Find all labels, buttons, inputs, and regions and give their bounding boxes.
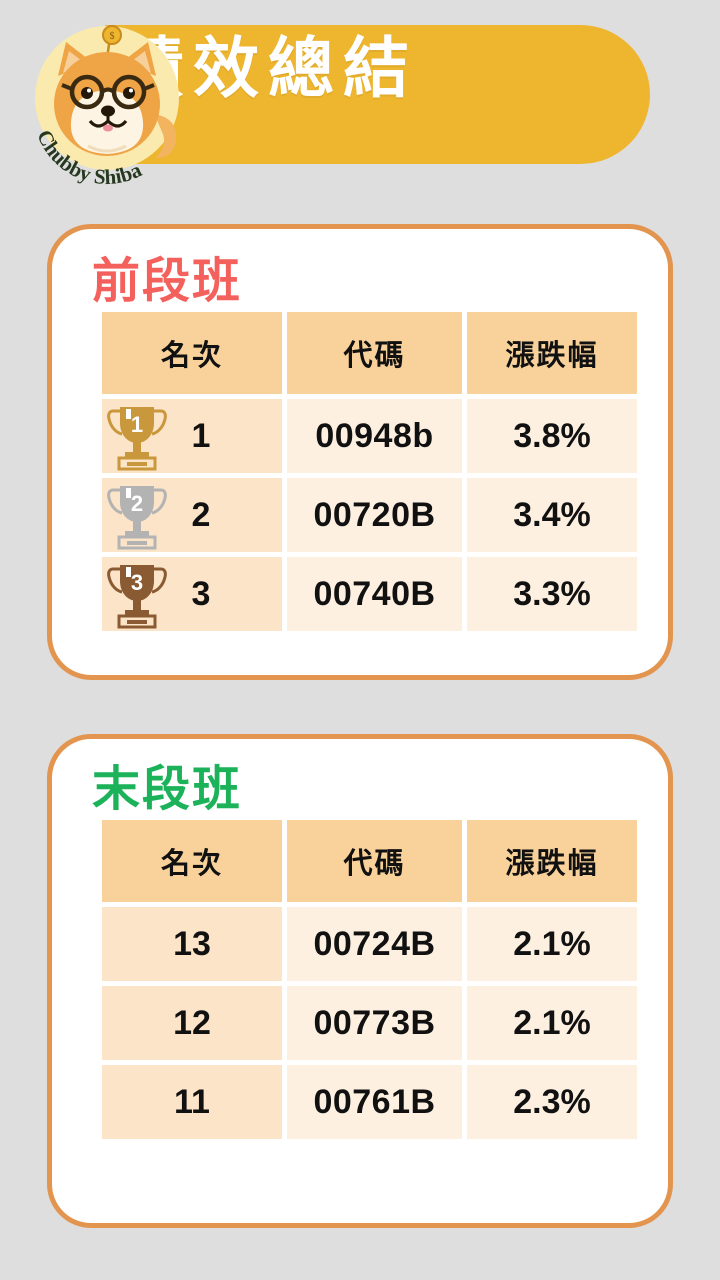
table-row: 12 00773B 2.1% — [102, 986, 637, 1060]
rank-cell: 11 — [102, 1065, 282, 1139]
rank-cell: 2 2 — [102, 478, 282, 552]
silver-trophy-icon: 2 — [106, 480, 168, 550]
table-header-row: 名次 代碼 漲跌幅 — [102, 312, 637, 394]
column-header-code: 代碼 — [287, 312, 462, 394]
column-header-rank: 名次 — [102, 820, 282, 902]
rank-value: 13 — [173, 924, 211, 963]
svg-text:$: $ — [110, 31, 115, 42]
code-cell: 00761B — [287, 1065, 462, 1139]
change-cell: 3.3% — [467, 557, 637, 631]
gold-trophy-icon: 1 — [106, 401, 168, 471]
rank-value: 3 — [191, 574, 211, 613]
rank-value: 12 — [173, 1003, 211, 1042]
rank-value: 1 — [191, 416, 211, 455]
rank-value: 2 — [191, 495, 211, 534]
change-cell: 3.8% — [467, 399, 637, 473]
shiba-dog-logo: $ — [22, 18, 192, 188]
svg-text:2: 2 — [131, 491, 143, 516]
card-title-top: 前段班 — [92, 255, 243, 308]
svg-text:1: 1 — [131, 412, 143, 437]
rank-cell: 3 3 — [102, 557, 282, 631]
page-header: 績效總結 $ — [0, 0, 720, 200]
card-title-bottom: 末段班 — [92, 763, 243, 816]
rank-cell: 1 1 — [102, 399, 282, 473]
top-performers-card: 前段班 名次 代碼 漲跌幅 — [47, 224, 673, 680]
column-header-rank: 名次 — [102, 312, 282, 394]
bottom-performers-card: 末段班 名次 代碼 漲跌幅 13 00724B 2.1% — [47, 734, 673, 1228]
column-header-code: 代碼 — [287, 820, 462, 902]
code-cell: 00720B — [287, 478, 462, 552]
table-row: 13 00724B 2.1% — [102, 907, 637, 981]
bottom-performers-table: 名次 代碼 漲跌幅 13 00724B 2.1% 12 — [97, 815, 642, 1144]
code-cell: 00740B — [287, 557, 462, 631]
table-row: 2 2 00720B 3.4% — [102, 478, 637, 552]
code-cell: 00948b — [287, 399, 462, 473]
table-row: 11 00761B 2.3% — [102, 1065, 637, 1139]
table-header-row: 名次 代碼 漲跌幅 — [102, 820, 637, 902]
rank-cell: 12 — [102, 986, 282, 1060]
bronze-trophy-icon: 3 — [106, 559, 168, 629]
svg-text:3: 3 — [131, 570, 143, 595]
change-cell: 2.1% — [467, 986, 637, 1060]
change-cell: 3.4% — [467, 478, 637, 552]
code-cell: 00773B — [287, 986, 462, 1060]
table-row: 3 3 00740B 3.3% — [102, 557, 637, 631]
change-cell: 2.1% — [467, 907, 637, 981]
change-cell: 2.3% — [467, 1065, 637, 1139]
top-performers-table: 名次 代碼 漲跌幅 — [97, 307, 642, 636]
column-header-change: 漲跌幅 — [467, 312, 637, 394]
rank-value: 11 — [174, 1082, 210, 1121]
table-row: 1 1 00948b 3.8% — [102, 399, 637, 473]
title-banner — [105, 25, 650, 164]
code-cell: 00724B — [287, 907, 462, 981]
rank-cell: 13 — [102, 907, 282, 981]
column-header-change: 漲跌幅 — [467, 820, 637, 902]
